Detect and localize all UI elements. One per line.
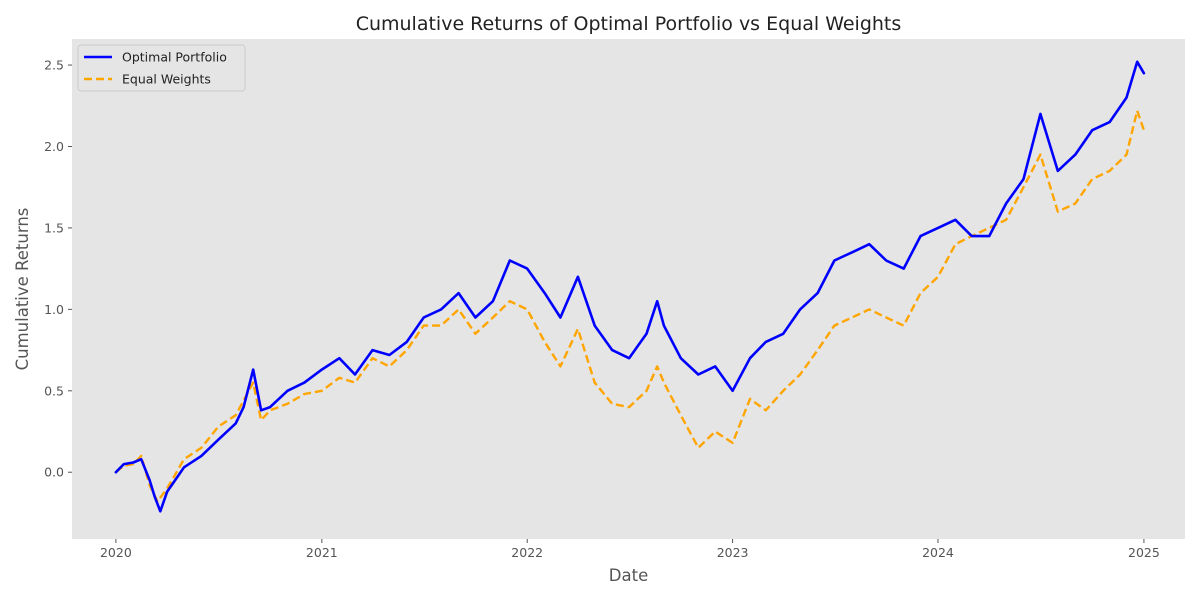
- y-tick-label: 0.5: [44, 383, 64, 398]
- plot-area: [72, 39, 1185, 539]
- x-tick-label: 2024: [922, 545, 954, 560]
- y-tick-label: 1.5: [44, 220, 64, 235]
- y-axis: 0.0 0.5 1.0 1.5 2.0 2.5: [44, 58, 72, 480]
- x-tick-label: 2022: [511, 545, 543, 560]
- series-line-optimal-portfolio: [114, 60, 1146, 513]
- x-tick-label: 2020: [100, 545, 132, 560]
- legend: Optimal Portfolio Equal Weights: [77, 44, 246, 92]
- y-tick-label: 2.0: [44, 139, 64, 154]
- legend-box: [77, 44, 246, 92]
- x-tick-label: 2023: [717, 545, 749, 560]
- y-axis-label: Cumulative Returns: [13, 208, 32, 371]
- legend-entry-equal-weights: Equal Weights: [122, 72, 211, 87]
- y-tick-label: 2.5: [44, 58, 64, 73]
- y-tick-label: 0.0: [44, 465, 64, 480]
- x-axis-label: Date: [609, 566, 648, 585]
- series-layer: [114, 60, 1146, 513]
- y-tick-label: 1.0: [44, 302, 64, 317]
- x-tick-label: 2021: [306, 545, 338, 560]
- x-axis: 2020 2021 2022 2023 2024 2025: [100, 539, 1160, 560]
- x-tick-label: 2025: [1128, 545, 1160, 560]
- legend-entry-optimal-portfolio: Optimal Portfolio: [122, 50, 227, 65]
- chart-title: Cumulative Returns of Optimal Portfolio …: [356, 13, 902, 35]
